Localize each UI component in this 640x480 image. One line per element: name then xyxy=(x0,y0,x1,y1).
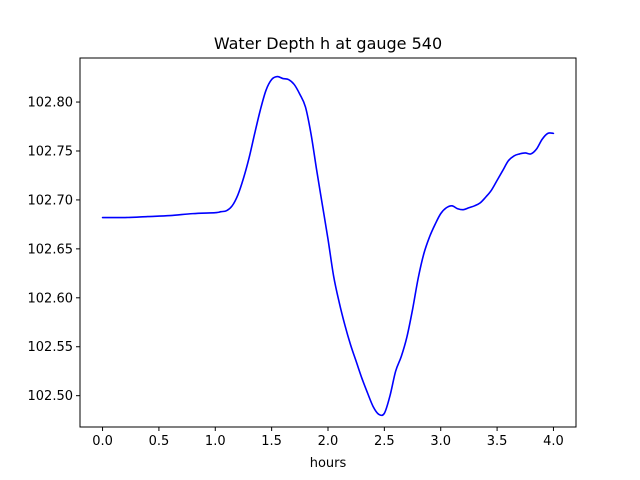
x-tick-label: 3.5 xyxy=(487,434,508,449)
x-tick-label: 0.5 xyxy=(149,434,170,449)
y-tick-label: 102.60 xyxy=(28,291,74,306)
y-tick-label: 102.50 xyxy=(28,389,74,404)
y-tick-label: 102.55 xyxy=(28,340,74,355)
y-tick-label: 102.65 xyxy=(28,242,74,257)
y-tick-label: 102.70 xyxy=(28,193,74,208)
plot-area xyxy=(101,75,555,417)
x-tick-label: 2.5 xyxy=(374,434,395,449)
x-axis: 0.0 0.5 1.0 1.5 2.0 2.5 3.0 3.5 4.0 xyxy=(92,427,564,449)
y-axis: 102.50 102.55 102.60 102.65 102.70 102.75 102.… xyxy=(28,96,80,404)
y-tick-label: 102.80 xyxy=(28,96,74,111)
x-tick-label: 4.0 xyxy=(543,434,564,449)
x-tick-label: 2.0 xyxy=(318,434,339,449)
axes-frame xyxy=(79,57,577,428)
chart-title: Water Depth h at gauge 540 xyxy=(214,34,442,53)
x-tick-label: 0.0 xyxy=(92,434,113,449)
series-line-0 xyxy=(101,75,555,417)
x-axis-label: hours xyxy=(310,456,347,471)
x-tick-label: 3.0 xyxy=(430,434,451,449)
x-tick-label: 1.0 xyxy=(205,434,226,449)
x-tick-label: 1.5 xyxy=(261,434,282,449)
y-tick-label: 102.75 xyxy=(28,144,74,159)
